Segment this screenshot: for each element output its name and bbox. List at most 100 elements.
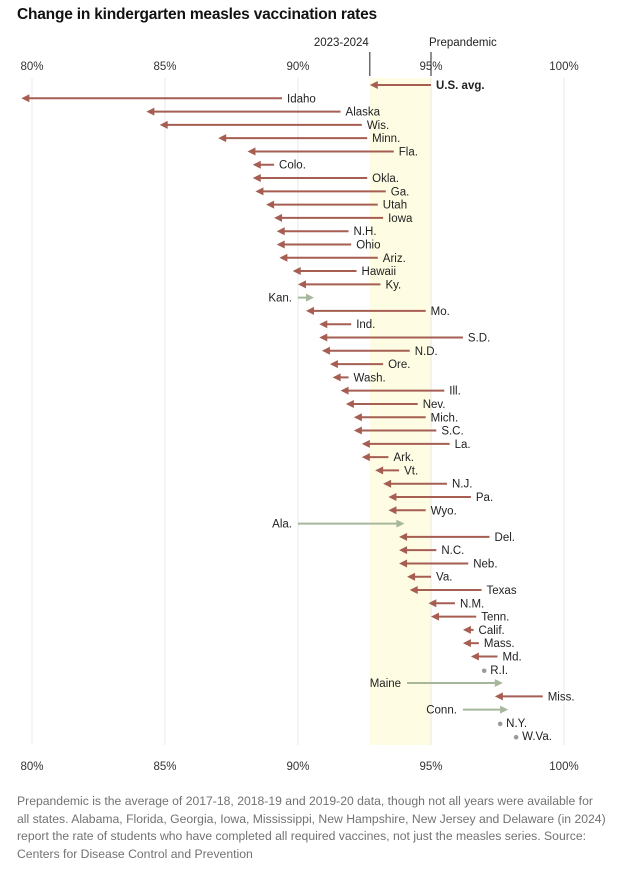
arrowhead-n-m [428,599,437,608]
x-tick-label-bottom: 90% [286,761,309,773]
row-label-ore: Ore. [388,359,410,371]
arrowhead-ill [340,386,349,395]
chart-footnote: Prepandemic is the average of 2017-18, 2… [17,794,606,861]
arrowhead-wyo [388,506,397,515]
arrowhead-ind [319,320,328,329]
arrowhead-wis [159,120,168,129]
row-label-okla: Okla. [372,173,399,185]
arrowhead-conn [500,705,509,714]
dot-r-i [481,668,487,674]
row-label-n-c: N.C. [441,545,464,557]
row-label-alaska: Alaska [346,107,381,119]
arrowhead-ky [298,280,306,289]
row-label-n-y: N.Y. [506,718,527,730]
row-label-maine: Maine [370,678,401,690]
row-label-del: Del. [495,532,515,544]
row-label-r-i: R.I. [490,665,508,677]
row-label-wash: Wash. [354,372,386,384]
row-label-colo: Colo. [279,160,306,172]
arrowhead-alaska [146,107,155,116]
row-label-kan: Kan. [268,293,292,305]
row-label-miss: Miss. [548,691,575,703]
row-label-ga: Ga. [391,186,410,198]
arrowhead-mo [305,306,314,315]
arrowhead-n-j [383,479,392,488]
arrowhead-ariz [279,253,288,262]
arrowhead-miss [494,692,503,701]
arrowhead-mass [462,639,471,648]
arrowhead-colo [252,160,261,169]
x-tick-label-bottom: 95% [419,761,442,773]
arrowhead-mich [353,413,362,422]
arrowhead-n-d [321,346,330,355]
arrowhead-texas [409,586,418,595]
arrowhead-s-c [353,426,362,435]
row-label-ala: Ala. [272,519,292,531]
arrowhead-la [361,439,370,448]
row-label-nev: Nev. [423,399,446,411]
row-label-iowa: Iowa [388,213,413,225]
arrowhead-minn [218,134,227,143]
row-label-mass: Mass. [484,638,515,650]
row-label-wis: Wis. [367,120,389,132]
row-label-fla: Fla. [399,146,418,158]
highlight-band [369,78,431,745]
arrowhead-maine [494,679,503,688]
arrowhead-idaho [21,94,30,103]
arrowhead-neb [399,559,408,568]
row-label-wyo: Wyo. [431,505,457,517]
arrowhead-ohio [276,240,285,249]
row-label-ariz: Ariz. [383,253,406,265]
row-label-n-d: N.D. [415,346,438,358]
arrowhead-del [399,532,408,541]
row-label-neb: Neb. [473,558,497,570]
arrowhead-md [470,652,479,661]
row-label-n-h: N.H. [354,226,377,238]
arrowhead-s-d [319,333,328,342]
arrowhead-ga [255,187,264,196]
x-tick-label-bottom: 80% [20,761,43,773]
row-label-hawaii: Hawaii [362,266,397,278]
arrowhead-kan [305,293,314,302]
row-label-s-d: S.D. [468,333,490,345]
arrowhead-vt [375,466,384,475]
arrowhead-okla [252,174,261,183]
arrowhead-pa [388,492,397,501]
row-label-utah: Utah [383,200,407,212]
row-label-ohio: Ohio [356,239,380,251]
x-tick-label-top: 85% [153,61,176,73]
arrowhead-nev [345,399,354,408]
arrowhead-utah [266,200,275,209]
row-label-pa: Pa. [476,492,493,504]
row-label-idaho: Idaho [287,93,316,105]
row-label-w-va: W.Va. [522,731,552,743]
row-label-ind: Ind. [356,319,375,331]
row-label-vt: Vt. [404,465,418,477]
row-label-u-s-avg: U.S. avg. [436,80,485,92]
row-label-ill: Ill. [449,386,461,398]
row-label-mo: Mo. [431,306,450,318]
row-label-la: La. [455,439,471,451]
row-label-va: Va. [436,572,452,584]
dot-n-y [497,721,503,727]
chart-title: Change in kindergarten measles vaccinati… [17,6,377,23]
x-tick-label-bottom: 85% [153,761,176,773]
arrowhead-hawaii [292,267,301,276]
prepandemic-marker-label: Prepandemic [429,37,497,49]
dot-w-va [513,734,519,740]
arrowhead-n-c [399,546,408,555]
arrowhead-va [407,572,416,581]
row-label-n-j: N.J. [452,479,472,491]
row-label-conn: Conn. [426,705,457,717]
row-label-mich: Mich. [431,412,458,424]
arrowhead-n-h [276,227,285,236]
arrowhead-wash [332,373,341,382]
x-tick-label-top: 80% [20,61,43,73]
arrowhead-ore [329,360,338,369]
x-tick-label-top: 90% [286,61,309,73]
row-label-calif: Calif. [479,625,505,637]
arrowhead-ala [396,519,405,528]
arrowhead-ark [361,453,370,462]
arrowhead-iowa [274,213,283,222]
